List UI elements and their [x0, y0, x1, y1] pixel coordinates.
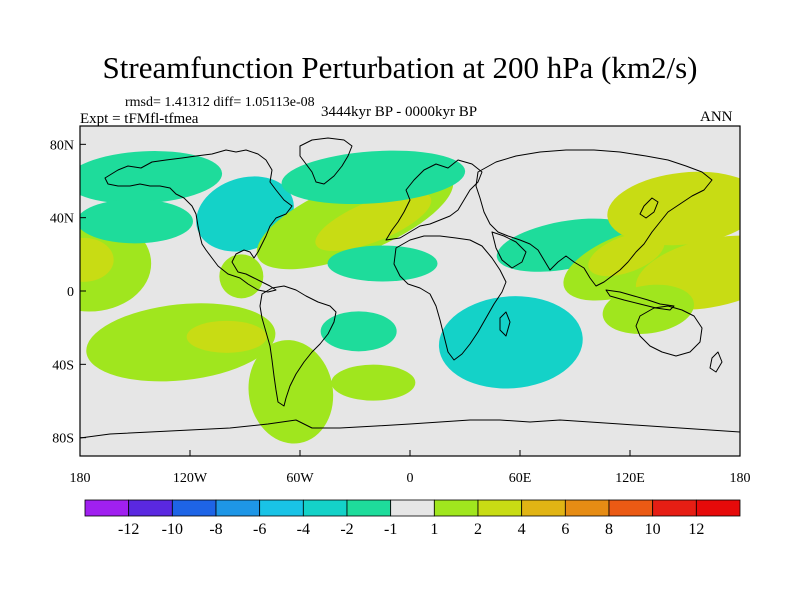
period-label: 3444kyr BP - 0000kyr BP — [321, 104, 478, 120]
colorbar-label: 12 — [688, 521, 704, 538]
coast-antarctica — [80, 419, 740, 439]
coast-japan — [639, 197, 659, 219]
colorbar-swatch — [128, 499, 173, 517]
colorbar-label: 8 — [605, 521, 613, 538]
field-south-atlantic-negative — [320, 311, 397, 352]
colorbar-swatch — [171, 499, 217, 517]
colorbar-swatch — [215, 499, 261, 517]
colorbar: -12 -10 -8 -6 -4 -2 -1 1 2 4 6 8 10 12 — [84, 499, 741, 538]
field-pacific-negative — [80, 199, 193, 244]
coastlines — [80, 137, 740, 439]
colorbar-swatch — [302, 499, 348, 517]
field-greenland-negative — [281, 150, 466, 205]
y-tick-label: 80S — [52, 432, 74, 447]
colorbar-swatch — [695, 499, 741, 517]
colorbar-swatch — [652, 499, 697, 517]
colorbar-swatch — [84, 499, 130, 517]
coast-indonesia — [605, 289, 675, 311]
colorbar-label: -10 — [162, 521, 183, 538]
x-tick-label: 60W — [286, 471, 314, 486]
colorbar-label: 1 — [430, 521, 438, 538]
colorbar-label: -8 — [209, 521, 222, 538]
x-tick-label: 180 — [70, 471, 91, 486]
colorbar-label: -12 — [118, 521, 139, 538]
coast-asia — [475, 149, 713, 287]
field-south-indian-negative — [438, 296, 583, 389]
field-mexico-positive — [219, 254, 264, 299]
y-tick-label: 80N — [50, 138, 74, 153]
field-north-pacific-west-positive — [607, 171, 740, 246]
colorbar-label: -6 — [253, 521, 266, 538]
x-tick-label: 120W — [173, 471, 208, 486]
season-label: ANN — [700, 109, 733, 125]
field-north-atlantic-core — [315, 191, 432, 252]
rmsd-stats: rmsd= 1.41312 diff= 1.05113e-08 — [125, 95, 315, 110]
map-axes: 180 120W 60W 0 60E 120E 180 80N 40N 0 40S 80S — [50, 138, 751, 486]
coast-madagascar — [499, 311, 511, 337]
y-tick-label: 40S — [52, 358, 74, 373]
x-tick-label: 120E — [615, 471, 645, 486]
colorbar-swatch — [433, 499, 479, 517]
coast-south-america — [259, 285, 337, 407]
colorbar-swatch — [564, 499, 610, 517]
x-tick-label: 0 — [407, 471, 414, 486]
colorbar-label: 10 — [645, 521, 661, 538]
colorbar-label: -2 — [340, 521, 353, 538]
y-tick-label: 40N — [50, 212, 74, 227]
field-alaska-negative — [80, 151, 223, 204]
field-south-america-positive — [248, 340, 334, 444]
field-australia-positive — [602, 284, 695, 334]
colorbar-swatch — [477, 499, 523, 517]
colorbar-label: 4 — [518, 521, 526, 538]
field-tropical-atlantic-negative — [327, 245, 438, 282]
colorbar-swatch — [521, 499, 566, 517]
field-east-asia-core — [588, 232, 665, 277]
x-tick-label: 60E — [509, 471, 532, 486]
perturbation-fields — [80, 150, 740, 444]
coast-greenland — [299, 137, 353, 185]
chart-title: Streamfunction Perturbation at 200 hPa (… — [102, 50, 698, 85]
field-south-atlantic-positive — [331, 364, 416, 401]
colorbar-swatch — [346, 499, 392, 517]
coast-new-zealand — [709, 351, 723, 373]
colorbar-label: 2 — [474, 521, 482, 538]
x-tick-label: 180 — [730, 471, 751, 486]
coast-australia — [635, 305, 703, 357]
field-south-pacific-core — [186, 320, 267, 353]
coast-europe — [385, 159, 483, 241]
colorbar-swatch — [259, 499, 304, 517]
colorbar-label: 6 — [561, 521, 569, 538]
coast-africa — [393, 235, 507, 361]
coast-north-america — [104, 149, 293, 293]
colorbar-label: -1 — [384, 521, 397, 538]
field-north-pacific-core — [80, 237, 114, 282]
colorbar-label: -4 — [297, 521, 310, 538]
experiment-label: Expt = tFMfl-tfmea — [80, 111, 199, 127]
colorbar-swatch — [390, 499, 435, 517]
y-tick-label: 0 — [67, 285, 74, 300]
coast-arabia — [491, 231, 527, 269]
colorbar-swatch — [608, 499, 654, 517]
